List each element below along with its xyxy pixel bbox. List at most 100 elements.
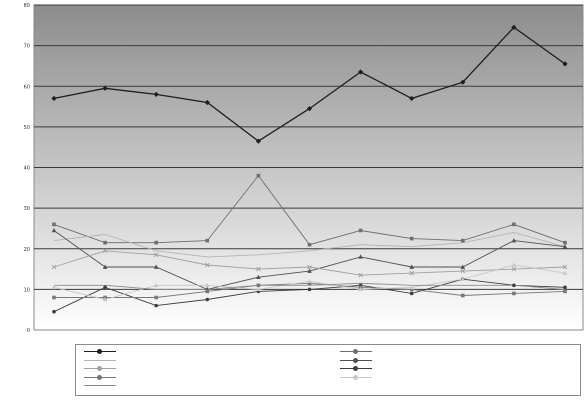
y-axis-ticks: 0 10 20 30 40 50 60 70 80	[24, 3, 30, 334]
data-point	[255, 138, 261, 144]
legend-swatch	[84, 383, 116, 389]
data-point	[52, 295, 56, 300]
data-point	[563, 289, 567, 294]
data-point	[154, 240, 158, 245]
data-point	[256, 286, 261, 292]
legend-item	[84, 374, 316, 383]
legend-item	[340, 374, 572, 383]
data-point	[256, 173, 261, 178]
y-tick-label: 70	[24, 44, 30, 50]
data-point	[205, 238, 210, 243]
legend-item	[84, 365, 316, 374]
data-point	[52, 309, 56, 314]
data-point	[103, 240, 107, 245]
data-point	[307, 281, 312, 286]
legend-swatch-marker	[353, 366, 358, 372]
data-point	[153, 252, 159, 258]
data-point	[204, 99, 210, 106]
legend-swatch	[340, 357, 372, 364]
legend-swatch-marker	[97, 349, 102, 355]
data-point	[460, 264, 466, 269]
data-point	[51, 264, 57, 270]
legend-swatch-marker	[97, 366, 102, 372]
data-point	[460, 268, 466, 274]
data-point	[153, 264, 159, 269]
data-point	[51, 227, 57, 233]
data-point	[307, 278, 312, 284]
data-point	[256, 266, 261, 272]
y-tick-label: 80	[24, 3, 30, 9]
legend-item	[84, 348, 316, 357]
data-point	[409, 291, 414, 296]
data-point	[52, 222, 56, 227]
data-point	[256, 274, 261, 279]
legend-swatch-marker	[353, 374, 358, 380]
y-tick-label: 0	[27, 328, 30, 334]
data-point	[511, 266, 517, 272]
data-point	[358, 228, 363, 233]
legend-item	[340, 357, 572, 366]
data-point	[153, 91, 159, 97]
legend-swatch	[340, 349, 372, 355]
data-point	[307, 264, 312, 270]
data-point	[358, 69, 364, 75]
y-tick-label: 50	[24, 125, 30, 131]
legend-swatch	[84, 349, 116, 355]
data-point	[461, 238, 465, 243]
data-point	[512, 222, 516, 227]
data-point	[409, 284, 414, 290]
legend-swatch	[84, 374, 116, 381]
data-point	[511, 262, 517, 267]
data-point	[205, 289, 210, 294]
data-point	[409, 264, 414, 269]
legend-item	[340, 348, 572, 357]
legend-swatch-marker	[97, 374, 102, 380]
y-tick-label: 60	[24, 84, 30, 90]
series-line	[53, 232, 566, 258]
data-point	[154, 295, 158, 300]
data-point	[512, 283, 516, 288]
data-point	[562, 244, 568, 249]
data-point	[512, 291, 516, 296]
data-point	[358, 272, 363, 278]
legend-item	[84, 382, 316, 391]
legend-swatch-line	[84, 359, 116, 361]
series-markers	[51, 24, 568, 314]
data-point	[307, 287, 312, 292]
legend-swatch	[340, 374, 372, 381]
data-point	[460, 276, 466, 282]
gridlines	[34, 4, 583, 290]
chart-legend	[75, 344, 581, 396]
data-point	[102, 248, 108, 254]
legend-swatch-marker	[353, 349, 358, 355]
data-point	[154, 303, 158, 308]
data-point	[307, 242, 312, 247]
data-point	[256, 283, 261, 288]
data-point	[409, 287, 414, 292]
data-point	[511, 238, 517, 243]
data-point	[358, 286, 363, 292]
data-point	[562, 270, 568, 275]
data-point	[563, 240, 567, 245]
legend-item	[84, 357, 316, 366]
data-point	[409, 236, 414, 241]
data-point	[511, 24, 517, 30]
data-point	[562, 61, 568, 67]
legend-swatch	[84, 358, 116, 364]
y-tick-label: 30	[24, 206, 30, 212]
data-point	[102, 297, 108, 302]
data-point	[563, 285, 567, 290]
data-point	[153, 282, 159, 288]
legend-swatch	[340, 366, 372, 372]
data-point	[204, 262, 210, 268]
data-point	[205, 297, 210, 302]
data-point	[51, 284, 57, 290]
data-point	[461, 293, 465, 298]
data-point	[205, 282, 210, 288]
y-tick-label: 10	[24, 287, 30, 293]
data-point	[460, 79, 466, 85]
data-point	[409, 95, 415, 102]
data-point	[51, 95, 57, 102]
data-point	[409, 270, 415, 276]
